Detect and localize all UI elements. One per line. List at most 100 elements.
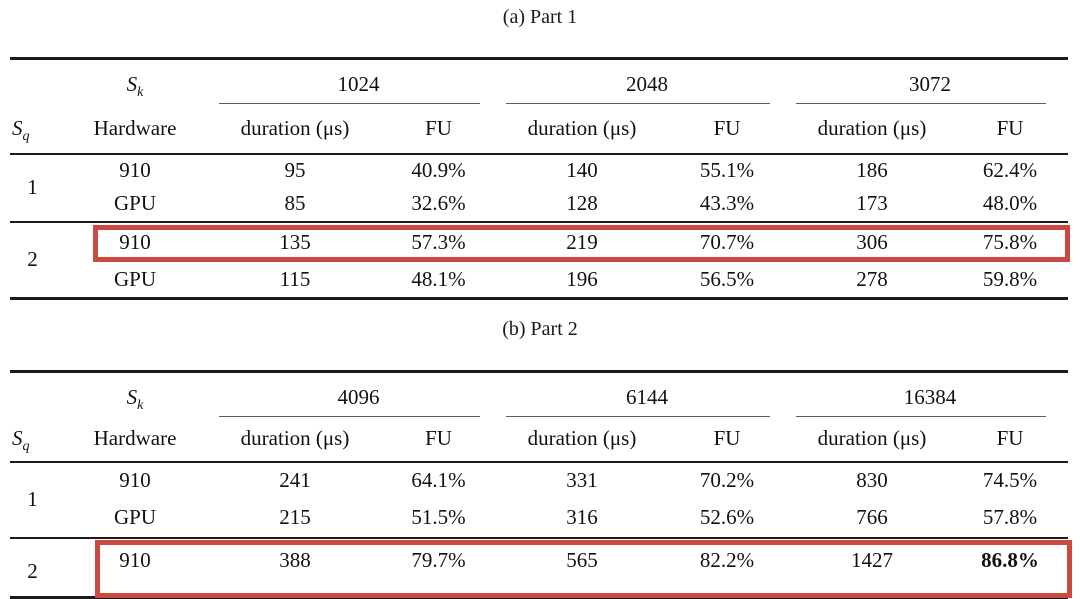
hardware-cell: 910 — [119, 467, 151, 492]
group-header-16384: 16384 — [792, 372, 1068, 417]
fu-cell: 52.6% — [699, 504, 755, 529]
fu-cell: 40.9% — [411, 158, 466, 182]
fu-cell: 48.0% — [982, 191, 1038, 215]
duration-header: duration (μs) — [502, 416, 662, 463]
duration-cell: 85 — [284, 191, 306, 215]
table-part1: Sk 1024 2048 3072 Sq Hardware duration (… — [10, 57, 1068, 300]
group-header-1024: 1024 — [215, 59, 502, 104]
duration-cell: 565 — [502, 536, 662, 598]
duration-cell: 95 — [284, 158, 306, 182]
sq-value: 2 — [10, 536, 55, 598]
fu-cell: 75.8% — [952, 220, 1068, 262]
duration-cell: 135 — [215, 220, 375, 262]
table-row: GPU 85 32.6% 128 43.3% 173 48.0% — [10, 187, 1068, 222]
hardware-cell: GPU — [113, 191, 156, 215]
duration-cell: 140 — [566, 158, 598, 182]
table-row: Sq Hardware duration (μs) FU duration (μ… — [10, 103, 1068, 155]
hardware-cell: GPU — [113, 504, 156, 529]
hardware-cell: 910 — [55, 536, 215, 598]
table-row: Sq Hardware duration (μs) FU duration (μ… — [10, 416, 1068, 463]
sq-header: Sq — [10, 103, 55, 155]
duration-cell: 196 — [566, 266, 598, 291]
fu-header: FU — [662, 103, 792, 155]
sq-header: Sq — [10, 416, 55, 463]
duration-cell: 173 — [856, 191, 888, 215]
group-header-4096: 4096 — [215, 372, 502, 417]
duration-cell: 186 — [856, 158, 888, 182]
hardware-header: Hardware — [55, 103, 215, 155]
subcaption-part1: (a) Part 1 — [502, 6, 578, 28]
fu-cell: 51.5% — [411, 504, 466, 529]
cmidrule — [796, 102, 1046, 104]
duration-cell: 219 — [502, 220, 662, 262]
table-row-highlighted: 2 910 135 57.3% 219 70.7% 306 75.8% — [10, 220, 1068, 299]
fu-cell: 82.2% — [662, 536, 792, 598]
fu-cell: 55.1% — [699, 158, 755, 182]
fu-cell: 64.1% — [411, 467, 466, 492]
empty-cell — [10, 59, 55, 104]
fu-cell: 74.5% — [982, 467, 1038, 492]
fu-header: FU — [375, 416, 502, 463]
duration-cell: 1427 — [792, 536, 952, 598]
duration-cell: 241 — [279, 467, 311, 492]
fu-header: FU — [952, 416, 1068, 463]
fu-cell: 57.8% — [982, 504, 1038, 529]
duration-header: duration (μs) — [792, 103, 952, 155]
hardware-cell: GPU — [113, 266, 156, 291]
table-row-highlighted: 2 910 388 79.7% 565 82.2% 1427 86.8% — [10, 536, 1068, 598]
duration-header: duration (μs) — [215, 416, 375, 463]
hardware-cell: 910 — [119, 158, 151, 182]
sq-value: 2 — [10, 220, 55, 299]
group-header-6144: 6144 — [502, 372, 792, 417]
sk-header: Sk — [126, 384, 144, 413]
duration-cell: 306 — [792, 220, 952, 262]
hardware-header: Hardware — [55, 416, 215, 463]
fu-header: FU — [952, 103, 1068, 155]
table-row: 1 910 241 64.1% 331 70.2% 830 74.5% — [10, 462, 1068, 512]
table-row: Sk 4096 6144 16384 — [10, 372, 1068, 417]
fu-cell: 70.7% — [662, 220, 792, 262]
sk-header: Sk — [126, 71, 144, 100]
hardware-cell: 910 — [55, 220, 215, 262]
fu-cell: 70.2% — [699, 467, 755, 492]
table-row: 1 910 95 40.9% 140 55.1% 186 62.4% — [10, 154, 1068, 199]
fu-cell: 48.1% — [411, 266, 466, 291]
duration-cell: 331 — [566, 467, 598, 492]
fu-cell: 43.3% — [699, 191, 755, 215]
sq-value: 1 — [27, 487, 38, 511]
fu-cell: 79.7% — [375, 536, 502, 598]
table-row: GPU 115 48.1% 196 56.5% 278 59.8% — [10, 262, 1068, 299]
fu-header: FU — [375, 103, 502, 155]
fu-header: FU — [662, 416, 792, 463]
group-header-3072: 3072 — [792, 59, 1068, 104]
group-header-2048: 2048 — [502, 59, 792, 104]
table-row: GPU 215 51.5% 316 52.6% 766 57.8% — [10, 498, 1068, 538]
duration-cell: 316 — [566, 504, 598, 529]
cmidrule — [219, 415, 480, 417]
cmidrule — [219, 102, 480, 104]
fu-cell: 56.5% — [699, 266, 755, 291]
fu-cell: 62.4% — [982, 158, 1038, 182]
table-row: Sk 1024 2048 3072 — [10, 59, 1068, 104]
sq-value: 1 — [27, 175, 38, 199]
cmidrule — [506, 102, 770, 104]
duration-cell: 215 — [279, 504, 311, 529]
duration-cell: 766 — [856, 504, 888, 529]
cmidrule — [796, 415, 1046, 417]
table-part2: Sk 4096 6144 16384 Sq Hardware duration … — [10, 370, 1068, 599]
empty-cell — [10, 372, 55, 417]
fu-cell: 59.8% — [982, 266, 1038, 291]
duration-cell: 388 — [215, 536, 375, 598]
duration-cell: 278 — [856, 266, 888, 291]
duration-cell: 115 — [279, 266, 311, 291]
fu-cell: 57.3% — [375, 220, 502, 262]
duration-cell: 128 — [566, 191, 598, 215]
duration-header: duration (μs) — [502, 103, 662, 155]
fu-cell: 32.6% — [411, 191, 466, 215]
duration-cell: 830 — [856, 467, 888, 492]
fu-cell: 86.8% — [952, 536, 1068, 598]
subcaption-part2: (b) Part 2 — [502, 318, 578, 340]
duration-header: duration (μs) — [792, 416, 952, 463]
cmidrule — [506, 415, 770, 417]
duration-header: duration (μs) — [215, 103, 375, 155]
